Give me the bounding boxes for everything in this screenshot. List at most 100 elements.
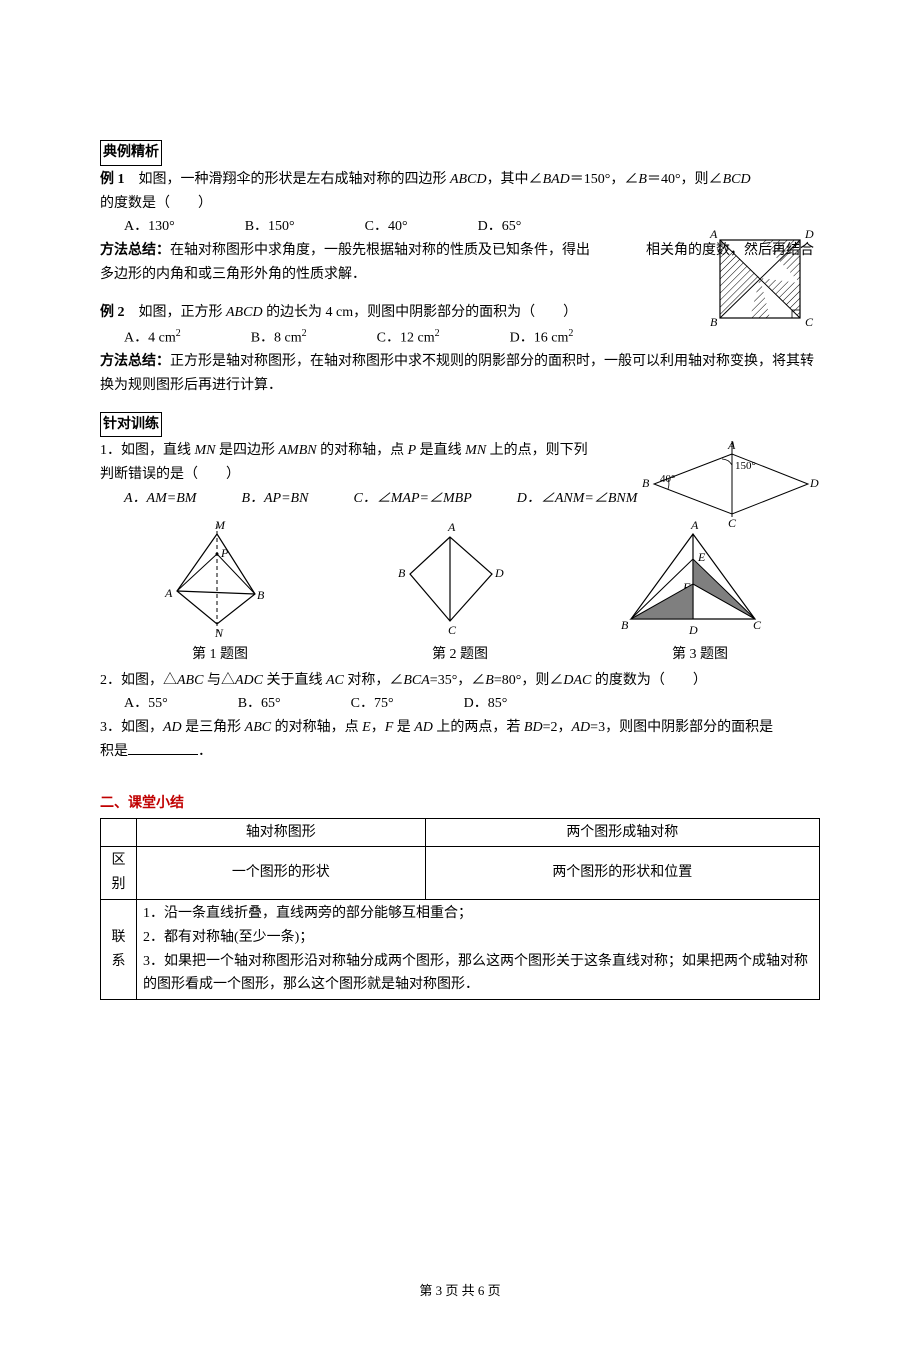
svg-text:A: A xyxy=(447,520,456,534)
text: 的对称轴，点 xyxy=(317,443,408,458)
method-label: 方法总结： xyxy=(100,243,170,258)
text: 1．沿一条直线折叠，直线两旁的部分能够互相重合； xyxy=(143,906,472,921)
example-1-label: 例 1 xyxy=(100,172,125,187)
rhombus-figure: A B C D 40° 150° xyxy=(640,439,820,529)
option-c: C．75° xyxy=(351,692,394,716)
example-2-options: A．4 cm2 B．8 cm2 C．12 cm2 D．16 cm2 xyxy=(124,325,820,350)
practice-3-text: 3．如图，AD 是三角形 ABC 的对称轴，点 E，F 是 AD 上的两点，若 … xyxy=(100,716,820,764)
svg-text:C: C xyxy=(728,516,737,529)
text: ． xyxy=(198,744,212,759)
text: =35°，∠ xyxy=(430,673,486,688)
option-d: D．85° xyxy=(464,692,508,716)
table-cell: 两个图形的形状和位置 xyxy=(425,847,819,900)
svg-text:B: B xyxy=(642,476,650,490)
practice-2-options: A．55° B．65° C．75° D．85° xyxy=(124,692,820,716)
text: AD xyxy=(572,720,591,735)
text: P xyxy=(408,443,417,458)
text: 上的两点，若 xyxy=(433,720,524,735)
figure-2: A B C D xyxy=(380,519,520,639)
svg-text:D: D xyxy=(688,623,698,637)
svg-text:D: D xyxy=(804,228,814,241)
table-row: 联系 1．沿一条直线折叠，直线两旁的部分能够互相重合； 2．都有对称轴(至少一条… xyxy=(101,899,820,999)
blank-input[interactable] xyxy=(128,741,198,755)
option-b: B．8 cm2 xyxy=(251,325,307,350)
text: 3．如图， xyxy=(100,720,163,735)
option-c: C．∠MAP=∠MBP xyxy=(353,487,471,511)
text: 3．如果把一个轴对称图形沿对称轴分成两个图形，那么这两个图形关于这条直线对称；如… xyxy=(143,954,808,993)
svg-text:A: A xyxy=(709,228,718,241)
text: ＝40°，则∠ xyxy=(647,172,723,187)
text: =80°，则∠ xyxy=(494,673,564,688)
table-cell: 联系 xyxy=(101,899,137,999)
svg-text:B: B xyxy=(398,566,406,580)
text: 是 xyxy=(393,720,414,735)
text: BD xyxy=(524,720,543,735)
summary-header: 二、课堂小结 xyxy=(100,792,820,816)
svg-text:C: C xyxy=(448,623,457,637)
summary-table: 轴对称图形 两个图形成轴对称 区别 一个图形的形状 两个图形的形状和位置 联系 … xyxy=(100,818,820,1001)
text: ＝150°，∠ xyxy=(570,172,639,187)
table-cell: 两个图形成轴对称 xyxy=(425,818,819,847)
caption-row: 第 1 题图 第 2 题图 第 3 题图 xyxy=(100,643,820,667)
text: 1．如图，直线 xyxy=(100,443,195,458)
table-row: 区别 一个图形的形状 两个图形的形状和位置 xyxy=(101,847,820,900)
text: B xyxy=(485,673,494,688)
option-b: B．65° xyxy=(238,692,281,716)
example-1-text: 例 1 如图，一种滑翔伞的形状是左右成轴对称的四边形 ABCD，其中∠BAD＝1… xyxy=(100,168,820,216)
figures-row: M N A B P A B C D xyxy=(100,519,820,639)
text: DAC xyxy=(563,673,591,688)
text: ，其中∠ xyxy=(487,172,543,187)
svg-text:A: A xyxy=(164,586,173,600)
text: BCA xyxy=(403,673,429,688)
text: MN xyxy=(195,443,216,458)
example-2-block: 例 2 如图，正方形 ABCD 的边长为 4 cm，则图中阴影部分的面积为（ ）… xyxy=(100,301,820,398)
text: =2， xyxy=(543,720,572,735)
table-cell xyxy=(101,818,137,847)
example-2-text: 例 2 如图，正方形 ABCD 的边长为 4 cm，则图中阴影部分的面积为（ ） xyxy=(100,301,820,325)
svg-text:E: E xyxy=(697,550,706,564)
text: BCD xyxy=(723,172,751,187)
svg-text:150°: 150° xyxy=(735,460,756,472)
option-c: C．12 cm2 xyxy=(377,325,440,350)
text: 2．都有对称轴(至少一条)； xyxy=(143,930,313,945)
option-b: B．150° xyxy=(245,215,295,239)
practice-header: 针对训练 xyxy=(100,412,162,438)
text: 是四边形 xyxy=(216,443,279,458)
text: ABC xyxy=(177,673,203,688)
svg-text:D: D xyxy=(494,566,504,580)
option-d: D．65° xyxy=(478,215,522,239)
text: BAD xyxy=(543,172,570,187)
table-cell: 1．沿一条直线折叠，直线两旁的部分能够互相重合； 2．都有对称轴(至少一条)； … xyxy=(137,899,820,999)
svg-text:N: N xyxy=(214,626,224,639)
text: 的对称轴，点 xyxy=(271,720,362,735)
method-text: 正方形是轴对称图形，在轴对称图形中求不规则的阴影部分的面积时，一般可以利用轴对称… xyxy=(100,354,814,393)
text: ABCD xyxy=(450,172,487,187)
method-label: 方法总结： xyxy=(100,354,170,369)
text: ABC xyxy=(245,720,271,735)
option-b: B．AP=BN xyxy=(241,487,308,511)
table-cell: 一个图形的形状 xyxy=(137,847,426,900)
option-a: A．AM=BM xyxy=(124,487,196,511)
svg-text:M: M xyxy=(214,519,226,532)
text: 如图，一种滑翔伞的形状是左右成轴对称的四边形 xyxy=(125,172,451,187)
text: 关于直线 xyxy=(263,673,326,688)
text: ADC xyxy=(235,673,263,688)
text: =3，则图中阴影部分的面积是 xyxy=(590,720,773,735)
option-c: C．40° xyxy=(365,215,408,239)
option-a: A．4 cm2 xyxy=(124,325,181,350)
table-cell: 轴对称图形 xyxy=(137,818,426,847)
figure-1: M N A B P xyxy=(147,519,287,639)
text: F xyxy=(385,720,394,735)
page-footer: 第 3 页 共 6 页 xyxy=(100,1280,820,1302)
practice-1-block: A B C D 40° 150° 1．如图，直线 MN 是四边形 AMBN 的对… xyxy=(100,439,820,510)
svg-text:D: D xyxy=(809,476,819,490)
option-d: D．16 cm2 xyxy=(510,325,574,350)
text: AD xyxy=(414,720,433,735)
svg-text:B: B xyxy=(621,618,629,632)
text: 与△ xyxy=(203,673,235,688)
examples-header: 典例精析 xyxy=(100,140,162,166)
text: AD xyxy=(163,720,182,735)
text: B xyxy=(638,172,647,187)
caption-1: 第 1 题图 xyxy=(130,643,310,667)
text: ， xyxy=(371,720,385,735)
